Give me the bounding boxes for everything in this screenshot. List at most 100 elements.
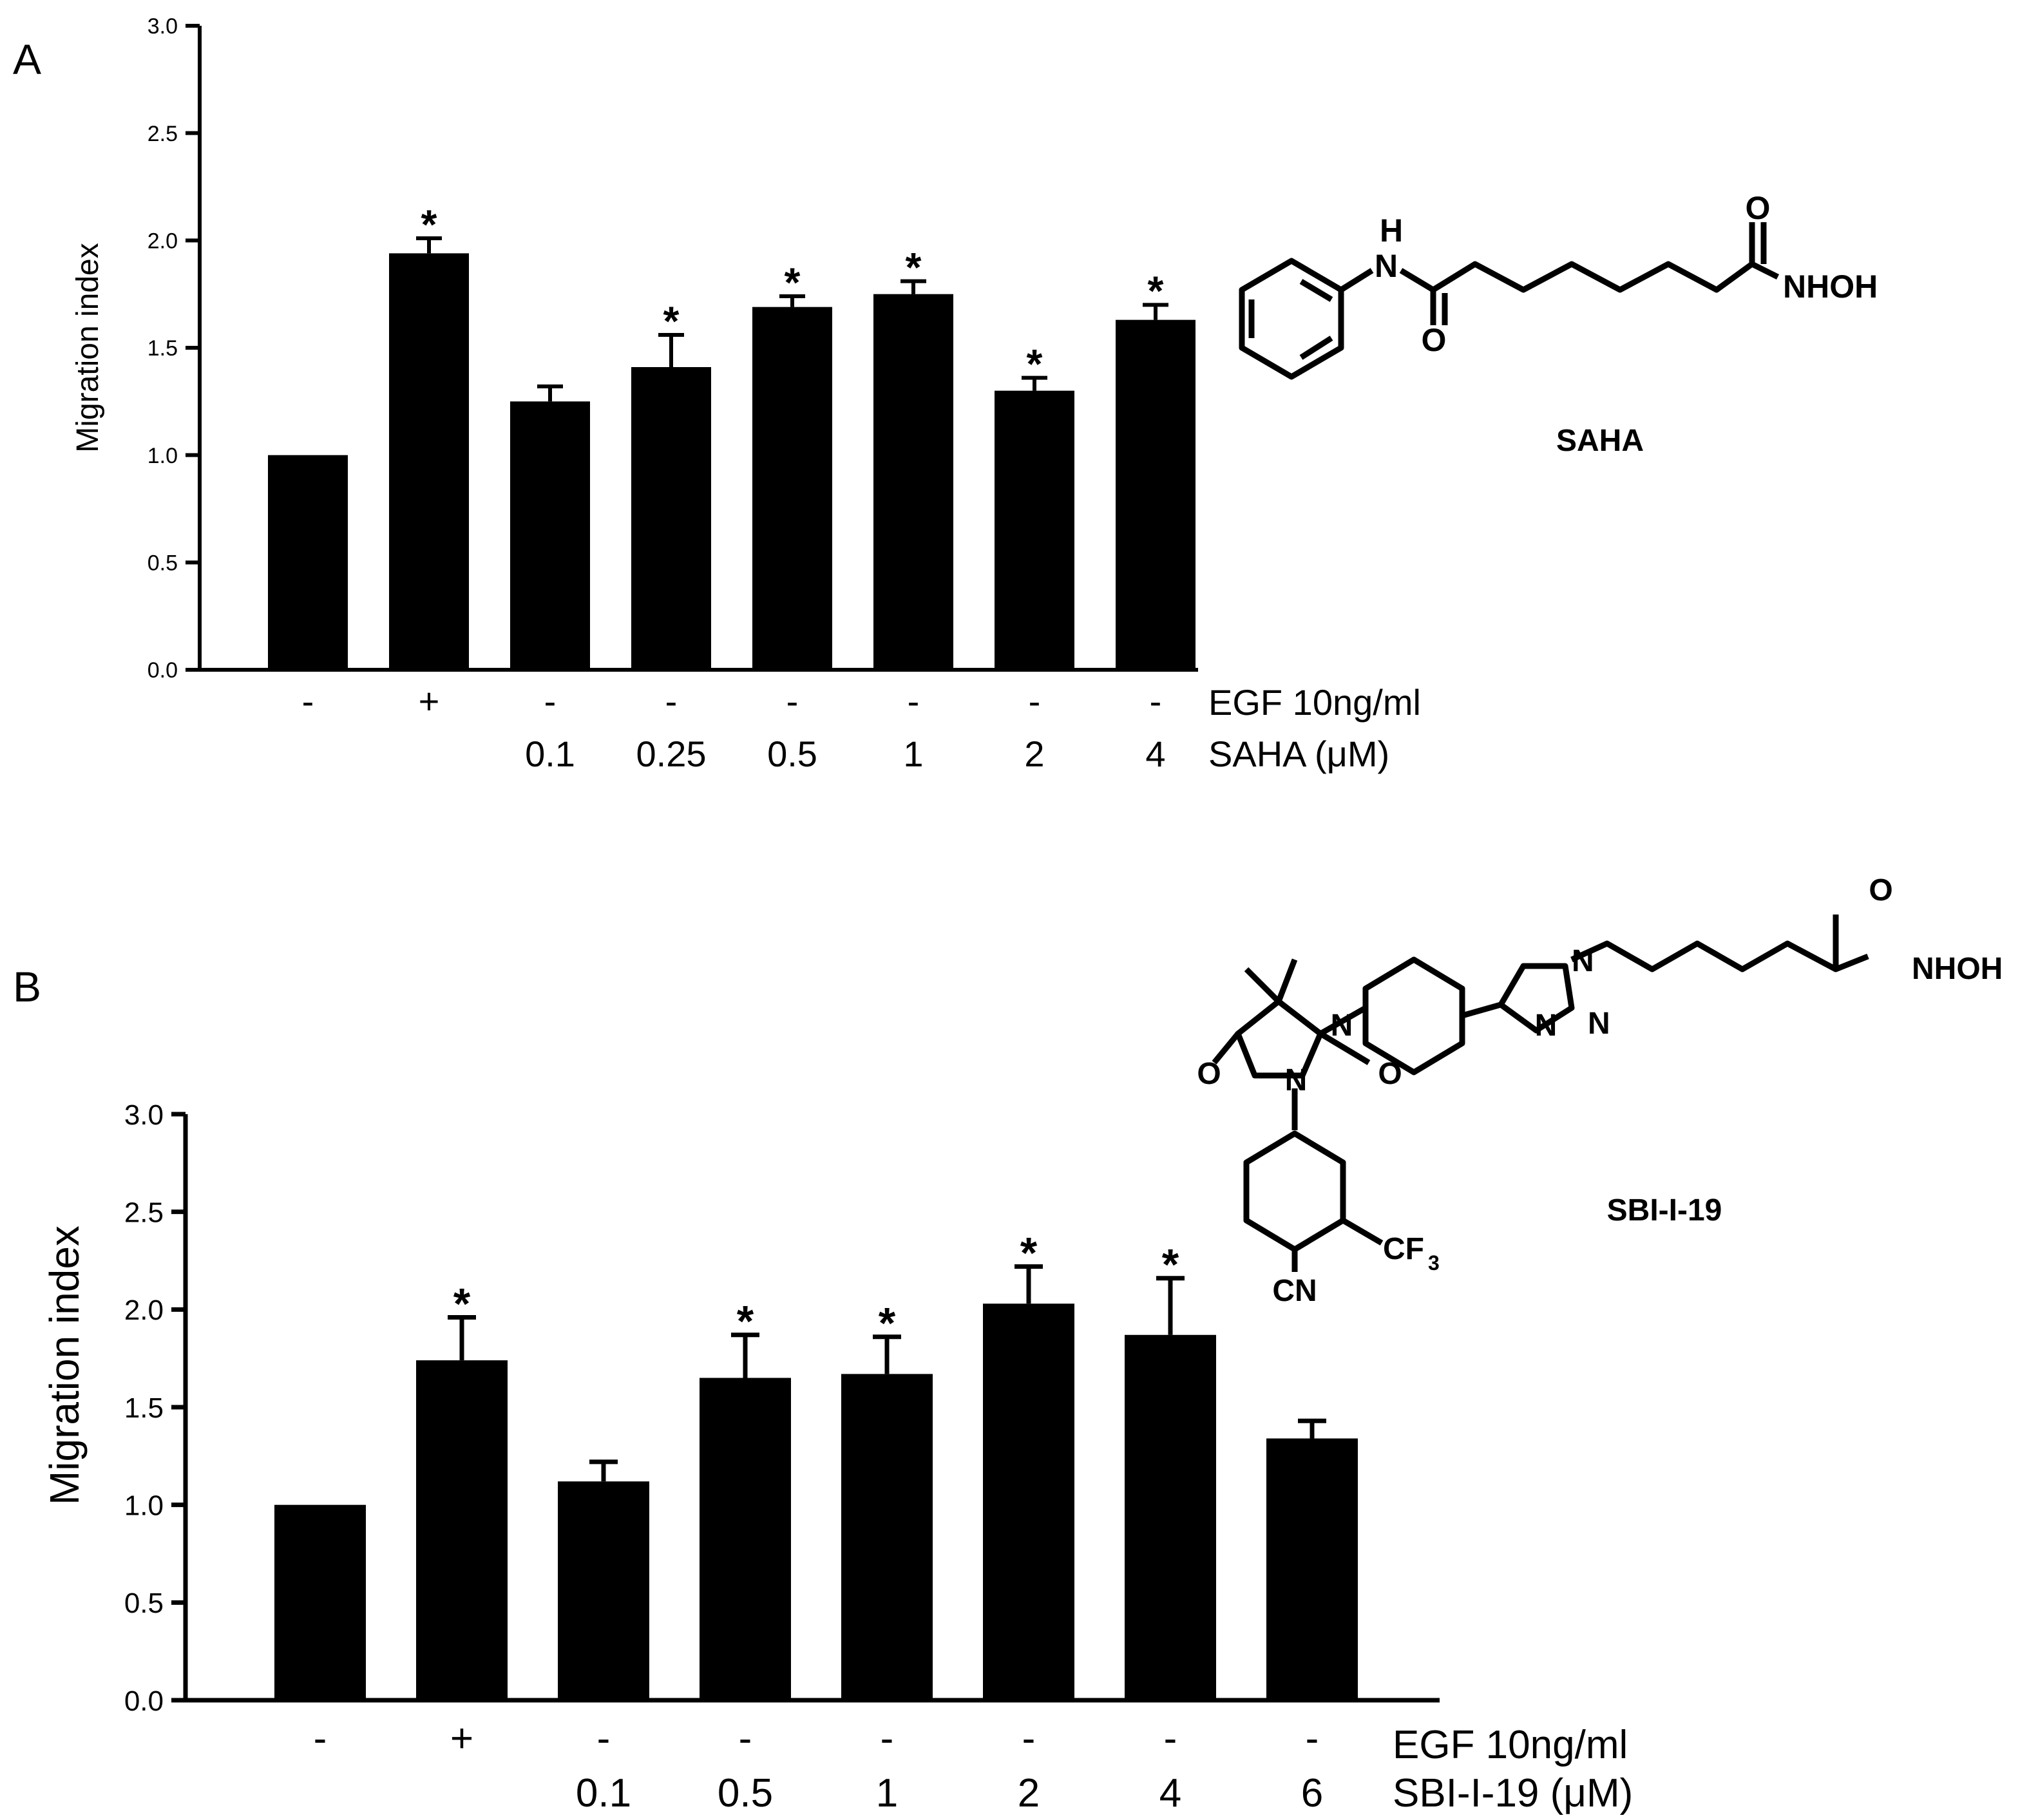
sbi-aryl-ring	[1243, 1130, 1346, 1253]
y-tick-label: 1.5	[148, 336, 178, 361]
bar	[873, 294, 953, 670]
sbi-atom-labels: N N O O N N N O NHOH CF 3 CN	[1197, 873, 2003, 1308]
egf-label: -	[881, 1716, 894, 1761]
dose-label: 4	[1159, 1771, 1181, 1815]
bar	[1125, 1334, 1216, 1700]
panel-a-y-axis-label: Migration index	[71, 243, 105, 453]
saha-ring-double-bond	[1299, 336, 1333, 360]
bar	[389, 253, 469, 670]
dose-label: 6	[1301, 1771, 1323, 1815]
panel-b-compound-label: SBI-I-19 (μM)	[1393, 1771, 1633, 1815]
dose-label: 0.25	[636, 734, 707, 774]
dose-label: 0.1	[576, 1771, 631, 1815]
bar	[841, 1374, 933, 1700]
sbi-atom-n: N	[1331, 1009, 1353, 1043]
sbi-chain	[1570, 940, 1869, 972]
panel-b-y-axis-label: Migration index	[41, 1226, 88, 1505]
bar	[416, 1360, 508, 1700]
y-tick-label: 0.0	[148, 658, 178, 683]
sbi-triazole-ring	[1498, 963, 1575, 1034]
dose-label: 4	[1145, 734, 1165, 774]
egf-label: -	[908, 681, 920, 721]
sbi-atom-cf3: CF	[1383, 1232, 1424, 1266]
sbi-carbonyl-bond	[1319, 1031, 1371, 1065]
significance-star: *	[663, 298, 680, 344]
saha-atom-n: N	[1375, 248, 1398, 284]
sbi-atom-cn: CN	[1272, 1274, 1317, 1308]
sbi-atom-o: O	[1869, 873, 1892, 907]
y-tick-label: 3.0	[124, 1099, 164, 1131]
significance-star: *	[906, 244, 922, 290]
egf-label: +	[419, 681, 440, 721]
significance-star: *	[421, 201, 437, 247]
dose-label: 0.5	[767, 734, 817, 774]
sbi-benzyl-bond	[1319, 1005, 1367, 1036]
bar	[558, 1481, 649, 1700]
significance-star: *	[453, 1279, 471, 1328]
y-tick-label: 1.5	[124, 1392, 164, 1424]
y-tick-label: 0.5	[124, 1588, 164, 1619]
sbi-atom-nhoh: NHOH	[1912, 952, 2003, 986]
egf-label: -	[302, 681, 314, 721]
bar	[995, 390, 1074, 670]
y-tick-label: 0.5	[148, 551, 178, 576]
saha-structure	[1239, 222, 1780, 380]
significance-star: *	[1162, 1240, 1179, 1289]
egf-label: -	[1022, 1716, 1036, 1761]
y-tick-label: 3.0	[148, 14, 178, 39]
saha-structure-name: SAHA	[1556, 424, 1644, 458]
sbi-methyl-bond	[1244, 967, 1281, 1004]
significance-star: *	[737, 1297, 754, 1346]
sbi-methyl-bond	[1275, 958, 1298, 1003]
y-tick-label: 2.5	[148, 122, 178, 146]
bar	[983, 1303, 1074, 1700]
bar	[631, 367, 711, 670]
egf-label: -	[786, 681, 799, 721]
sbi-atom-cf3-subscript: 3	[1428, 1251, 1440, 1275]
bar	[268, 455, 348, 670]
egf-label: -	[665, 681, 678, 721]
bar	[510, 401, 590, 670]
y-tick-label: 1.0	[148, 444, 178, 468]
sbi-bond	[1461, 1001, 1502, 1019]
dose-label: 0.1	[525, 734, 575, 774]
panel-b-egf-label: EGF 10ng/ml	[1393, 1723, 1628, 1767]
saha-phenyl-ring	[1239, 258, 1344, 380]
panel-b: B Migration index 0.00.51.01.52.02.53.0 …	[13, 873, 2003, 1815]
saha-atom-nhoh: NHOH	[1783, 269, 1878, 305]
sbi-atom-n: N	[1588, 1007, 1610, 1041]
significance-star: *	[785, 259, 801, 305]
saha-atom-h: H	[1380, 213, 1403, 249]
sbi-carbonyl-bond	[1212, 1032, 1241, 1065]
bar	[1266, 1438, 1358, 1700]
egf-label: -	[1306, 1716, 1319, 1761]
panel-a-label: A	[13, 35, 41, 83]
sbi-atom-o: O	[1197, 1057, 1221, 1091]
dose-label: 1	[903, 734, 923, 774]
dose-label: 1	[876, 1771, 898, 1815]
sbi-i-19-structure-name: SBI-I-19	[1607, 1193, 1722, 1228]
saha-chain	[1399, 261, 1780, 293]
panel-a-compound-label: SAHA (μM)	[1208, 734, 1389, 774]
bar	[1116, 319, 1195, 670]
bar	[274, 1504, 366, 1700]
dose-label: 0.5	[718, 1771, 773, 1815]
egf-label: -	[544, 681, 557, 721]
panel-a-bars: - * + - 0.1 * - 0.25 * - 0.5 * - 1 * - 2 * - 4	[268, 201, 1195, 774]
sbi-cf3-bond	[1341, 1218, 1384, 1246]
significance-star: *	[1020, 1228, 1038, 1277]
saha-atom-o: O	[1422, 322, 1447, 358]
egf-label: -	[739, 1716, 752, 1761]
saha-atom-labels: H N O O NHOH	[1375, 190, 1878, 358]
egf-label: -	[1150, 681, 1162, 721]
egf-label: -	[1164, 1716, 1177, 1761]
sbi-atom-o: O	[1378, 1057, 1402, 1091]
y-tick-label: 2.0	[148, 229, 178, 254]
sbi-atom-n: N	[1572, 944, 1594, 978]
y-tick-label: 2.5	[124, 1197, 164, 1229]
egf-label: -	[1029, 681, 1041, 721]
dose-label: 2	[1018, 1771, 1040, 1815]
egf-label: -	[597, 1716, 611, 1761]
significance-star: *	[879, 1299, 896, 1348]
